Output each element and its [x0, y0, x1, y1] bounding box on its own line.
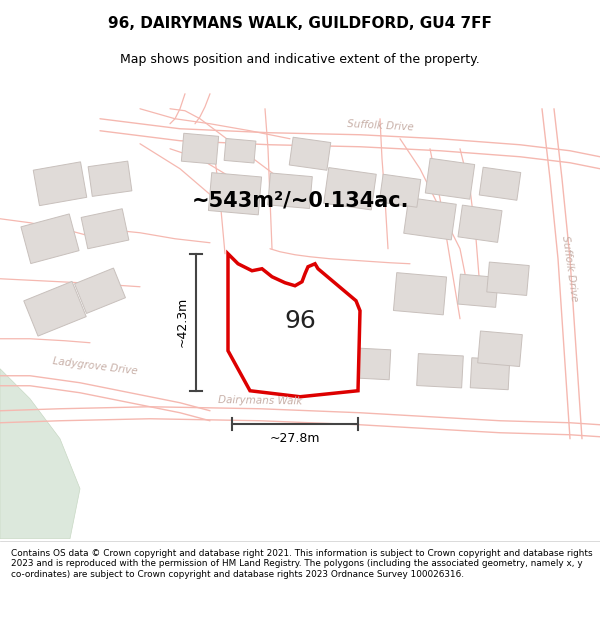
- Polygon shape: [470, 357, 510, 390]
- Text: ~543m²/~0.134ac.: ~543m²/~0.134ac.: [191, 191, 409, 211]
- Polygon shape: [349, 348, 391, 380]
- Polygon shape: [81, 209, 129, 249]
- Polygon shape: [479, 168, 521, 200]
- Polygon shape: [88, 161, 132, 196]
- Polygon shape: [478, 331, 523, 366]
- Text: Suffolk Drive: Suffolk Drive: [560, 235, 580, 302]
- Text: Contains OS data © Crown copyright and database right 2021. This information is : Contains OS data © Crown copyright and d…: [11, 549, 592, 579]
- Polygon shape: [416, 354, 463, 388]
- Polygon shape: [24, 281, 86, 336]
- Polygon shape: [458, 274, 498, 308]
- Polygon shape: [208, 173, 262, 215]
- Text: Dairymans Walk: Dairymans Walk: [218, 395, 302, 407]
- Polygon shape: [379, 174, 421, 208]
- Text: ~27.8m: ~27.8m: [270, 432, 320, 445]
- Polygon shape: [224, 139, 256, 163]
- Polygon shape: [394, 272, 446, 315]
- Polygon shape: [74, 268, 125, 314]
- Text: 96, DAIRYMANS WALK, GUILDFORD, GU4 7FF: 96, DAIRYMANS WALK, GUILDFORD, GU4 7FF: [108, 16, 492, 31]
- Text: Map shows position and indicative extent of the property.: Map shows position and indicative extent…: [120, 52, 480, 66]
- Polygon shape: [33, 162, 87, 206]
- Polygon shape: [21, 214, 79, 264]
- Text: 96: 96: [284, 309, 316, 332]
- Polygon shape: [458, 205, 502, 242]
- Polygon shape: [425, 158, 475, 199]
- Polygon shape: [277, 340, 334, 377]
- Polygon shape: [324, 168, 376, 210]
- Polygon shape: [268, 173, 313, 209]
- Polygon shape: [0, 369, 80, 539]
- Text: Ladygrove Drive: Ladygrove Drive: [52, 356, 138, 377]
- Polygon shape: [404, 198, 456, 240]
- Text: Suffolk Drive: Suffolk Drive: [346, 119, 413, 132]
- Polygon shape: [228, 254, 360, 397]
- Polygon shape: [289, 138, 331, 170]
- Text: ~42.3m: ~42.3m: [176, 297, 188, 348]
- Polygon shape: [487, 262, 529, 296]
- Polygon shape: [181, 133, 218, 164]
